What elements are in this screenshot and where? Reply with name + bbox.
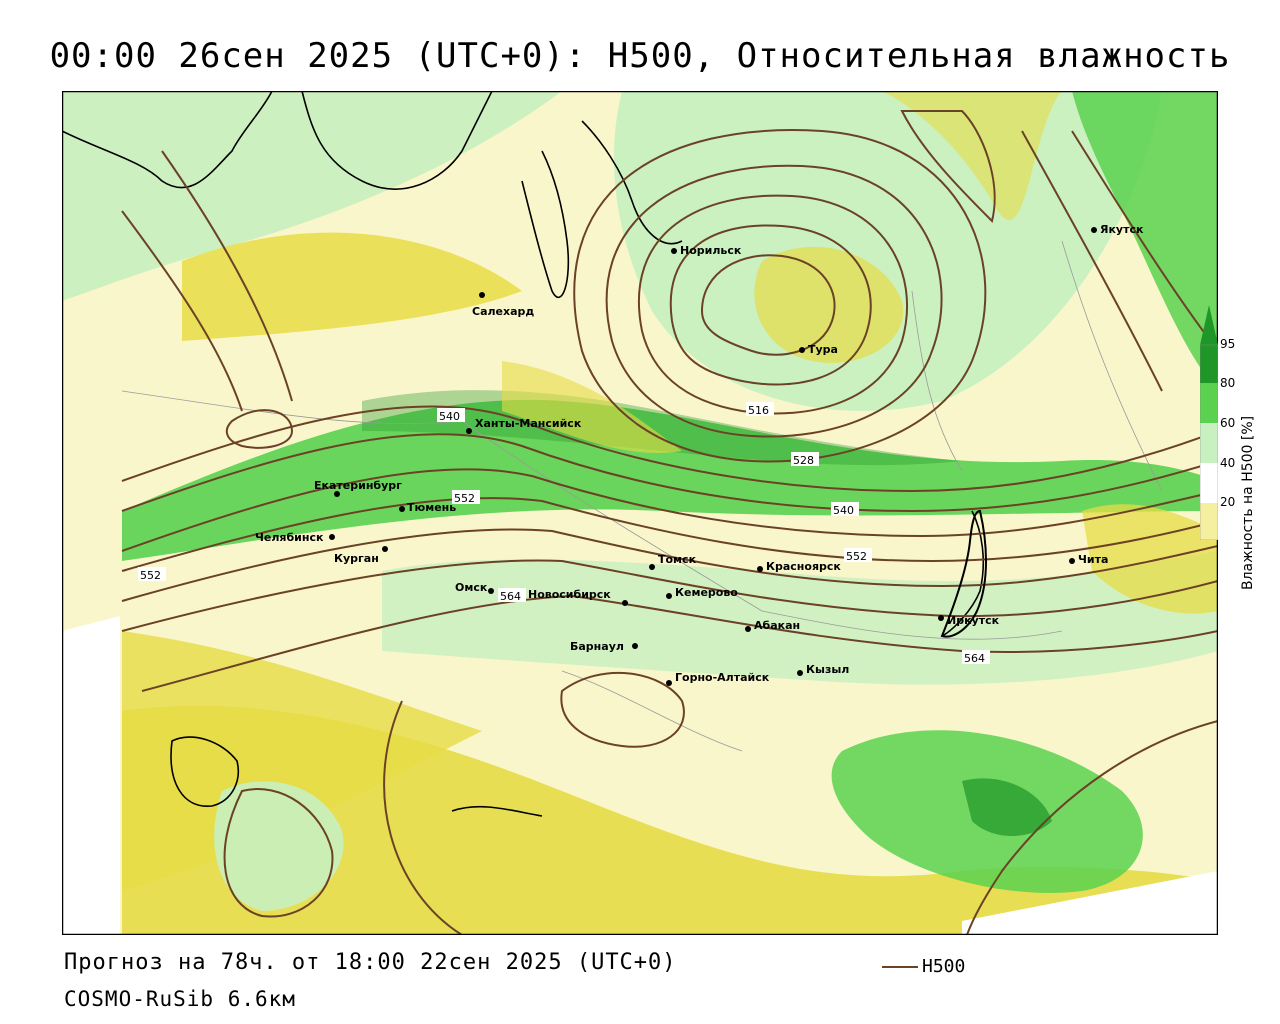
contour-label-528: 528: [793, 454, 814, 467]
contour-label-516: 516: [748, 404, 769, 417]
svg-text:Иркутск: Иркутск: [947, 614, 1000, 627]
contour-label-564-east: 564: [964, 652, 985, 665]
svg-text:Чита: Чита: [1078, 553, 1108, 566]
city-kurgan: Курган: [334, 546, 388, 565]
svg-text:Горно-Алтайск: Горно-Алтайск: [675, 671, 770, 684]
humidity-shading: [62, 91, 1218, 935]
h500-legend-label: H500: [922, 956, 966, 977]
svg-text:Новосибирск: Новосибирск: [528, 588, 611, 601]
svg-text:Салехард: Салехард: [472, 305, 534, 318]
colorbar-triangle-top: [1200, 305, 1218, 345]
svg-text:Екатеринбург: Екатеринбург: [314, 479, 402, 492]
svg-text:Кызыл: Кызыл: [806, 663, 849, 676]
svg-text:Курган: Курган: [334, 552, 379, 565]
contour-label-552-east: 552: [846, 550, 867, 563]
h500-legend-swatch: [882, 965, 918, 968]
colorbar-tick-95: 95: [1220, 337, 1236, 351]
colorbar-tick-60: 60: [1220, 416, 1236, 430]
contour-label-540-east: 540: [833, 504, 854, 517]
coastlines: [62, 91, 985, 817]
city-kemerovo: Кемерово: [666, 586, 738, 599]
colorbar-tick-80: 80: [1220, 376, 1236, 390]
city-tura: Тура: [799, 343, 838, 356]
city-norilsk: Норильск: [671, 244, 742, 257]
city-yakutsk: Якутск: [1091, 223, 1144, 236]
contour-label-552-west: 552: [140, 569, 161, 582]
svg-text:Красноярск: Красноярск: [766, 560, 841, 573]
chart-title: 00:00 26сен 2025 (UTC+0): Н500, Относите…: [49, 36, 1231, 76]
svg-text:Барнаул: Барнаул: [570, 640, 624, 653]
city-markers: Норильск Салехард Тура Якутск Ханты-Манс…: [255, 223, 1144, 686]
city-gorno-altaysk: Горно-Алтайск: [666, 671, 770, 686]
city-khanty-mansiysk: Ханты-Мансийск: [466, 417, 582, 434]
colorbar-title: Влажность на H500 [%]: [1240, 415, 1256, 590]
svg-text:Кемерово: Кемерово: [675, 586, 738, 599]
svg-text:Норильск: Норильск: [680, 244, 742, 257]
city-novosibirsk: Новосибирск: [528, 588, 628, 606]
contour-label-540: 540: [439, 410, 460, 423]
city-irkutsk: Иркутск: [938, 614, 1000, 627]
city-kyzyl: Кызыл: [797, 663, 849, 676]
h500-contours: [121, 110, 1218, 935]
svg-text:Якутск: Якутск: [1100, 223, 1144, 236]
contour-label-552: 552: [454, 492, 475, 505]
svg-text:Томск: Томск: [658, 553, 697, 566]
model-name: COSMO-RuSib 6.6км: [64, 987, 296, 1011]
colorbar-tick-20: 20: [1220, 495, 1236, 509]
contour-labels: 516 528 540 540 552 552 552 564 564: [138, 402, 990, 665]
city-krasnoyarsk: Красноярск: [757, 560, 841, 573]
svg-text:Омск: Омск: [455, 581, 488, 594]
city-tomsk: Томск: [649, 553, 697, 570]
svg-text:Абакан: Абакан: [754, 619, 800, 632]
colorbar-tick-40: 40: [1220, 456, 1236, 470]
city-salekhard: Салехард: [472, 292, 534, 318]
weather-map: 516 528 540 540 552 552 552 564 564 Нори…: [62, 91, 1218, 935]
city-abakan: Абакан: [745, 619, 800, 632]
humidity-colorbar: [1200, 305, 1218, 540]
city-chita: Чита: [1069, 553, 1108, 566]
svg-text:Ханты-Мансийск: Ханты-Мансийск: [475, 417, 582, 430]
city-tyumen: Тюмень: [399, 501, 456, 514]
svg-text:Тюмень: Тюмень: [407, 501, 456, 514]
special-contour: [940, 509, 987, 638]
svg-text:Челябинск: Челябинск: [255, 531, 324, 544]
city-omsk: Омск: [455, 581, 494, 594]
city-yekaterinburg: Екатеринбург: [314, 479, 402, 497]
forecast-info: Прогноз на 78ч. от 18:00 22сен 2025 (UTC…: [64, 950, 677, 975]
city-chelyabinsk: Челябинск: [255, 531, 335, 544]
svg-text:Тура: Тура: [808, 343, 838, 356]
contour-label-564: 564: [500, 590, 521, 603]
city-barnaul: Барнаул: [570, 640, 638, 653]
h500-legend: H500: [882, 956, 965, 977]
